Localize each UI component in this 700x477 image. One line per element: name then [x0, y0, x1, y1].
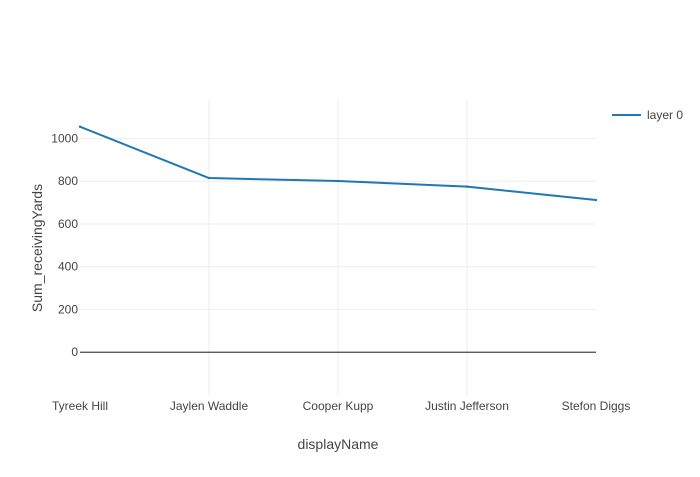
x-tick-labels: Tyreek Hill Jaylen Waddle Cooper Kupp Justi…: [52, 399, 630, 413]
y-axis-title: Sum_receivingYards: [29, 184, 45, 312]
x-tick-label-stefon-diggs: Stefon Diggs: [562, 399, 631, 413]
data-point-stefon-diggs: [594, 198, 598, 202]
data-point-cooper-kupp: [336, 179, 340, 183]
y-tick-label-400: 400: [58, 260, 78, 274]
y-tick-label-200: 200: [58, 302, 78, 316]
y-tick-label-800: 800: [58, 174, 78, 188]
series-layer: [78, 125, 598, 202]
x-axis-title: displayName: [298, 436, 379, 452]
data-point-justin-jefferson: [465, 185, 469, 188]
x-tick-label-justin-jefferson: Justin Jefferson: [425, 399, 509, 413]
legend[interactable]: layer 0: [612, 108, 683, 122]
y-tick-labels: 0 200 400 600 800 1000: [51, 131, 78, 359]
x-tick-label-tyreek-hill: Tyreek Hill: [52, 399, 108, 413]
grid: [80, 100, 596, 395]
data-point-tyreek-hill: [78, 125, 82, 128]
y-tick-label-600: 600: [58, 217, 78, 231]
x-tick-label-cooper-kupp: Cooper Kupp: [303, 399, 374, 413]
y-tick-label-0: 0: [71, 345, 78, 359]
x-tick-label-jaylen-waddle: Jaylen Waddle: [170, 399, 249, 413]
legend-label-layer-0: layer 0: [647, 108, 683, 122]
y-tick-label-1000: 1000: [51, 131, 78, 145]
data-point-jaylen-waddle: [207, 176, 211, 180]
